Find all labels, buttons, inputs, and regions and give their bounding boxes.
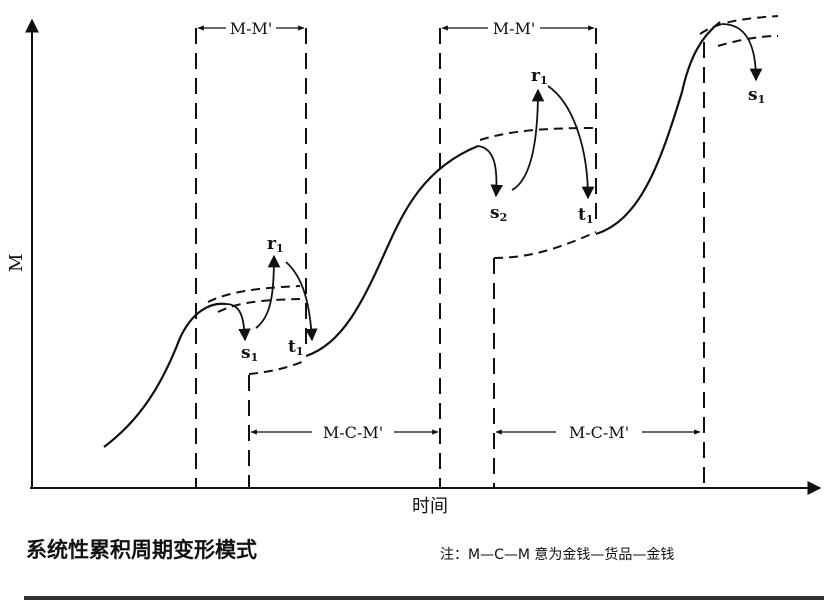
dashed-upper-1 (207, 285, 301, 303)
label-s1-a: s1 (241, 343, 258, 364)
arrow-t1-b (547, 85, 595, 200)
x-axis-label: 时间 (412, 496, 448, 517)
bottom-interval-2: M-C-M' (495, 423, 701, 442)
top-interval-1-label: M-M' (230, 19, 273, 38)
dashed-lower-1a (217, 298, 301, 313)
label-r1-a: r1 (267, 234, 284, 255)
bottom-rule (24, 596, 824, 600)
figure-note: 注：M—C—M 意为金钱—货品—金钱 (440, 547, 675, 563)
arrow-s2 (477, 145, 504, 198)
cycle-arrows (225, 23, 763, 342)
label-r1-b: r1 (531, 66, 548, 87)
phase-boundaries (195, 28, 705, 488)
dashed-upper-2 (479, 127, 597, 141)
arrow-r1-b (511, 88, 545, 191)
arrow-r1-a (255, 254, 281, 329)
figure-caption: 系统性累积周期变形模式 (26, 538, 257, 562)
y-axis-label: M (6, 254, 27, 272)
top-interval-1: M-M' (197, 19, 305, 38)
bottom-interval-1-label: M-C-M' (323, 423, 383, 442)
arrow-s1-b (721, 23, 763, 82)
label-t1-a: t1 (288, 337, 304, 358)
label-s2: s2 (490, 203, 507, 224)
top-interval-2: M-M' (441, 19, 595, 38)
arrow-t1-a (285, 261, 318, 342)
label-s1-b: s1 (748, 85, 765, 106)
dashed-lower-2 (493, 231, 597, 259)
curve-segment-1 (103, 302, 227, 448)
arrow-s1-a (225, 303, 251, 342)
arrow-labels: s1 r1 t1 s2 r1 t1 s1 (241, 66, 765, 364)
curve-segment-2 (305, 144, 479, 358)
label-t1-b: t1 (578, 205, 594, 226)
bottom-interval-2-label: M-C-M' (569, 423, 629, 442)
bottom-interval-1: M-C-M' (250, 423, 439, 442)
top-interval-2-label: M-M' (493, 19, 536, 38)
axes: M 时间 (6, 18, 822, 517)
dashed-lower-1b (248, 359, 307, 375)
curve-segment-3 (595, 21, 721, 236)
accumulation-curve (103, 21, 721, 448)
dashed-upper-3 (699, 15, 779, 35)
